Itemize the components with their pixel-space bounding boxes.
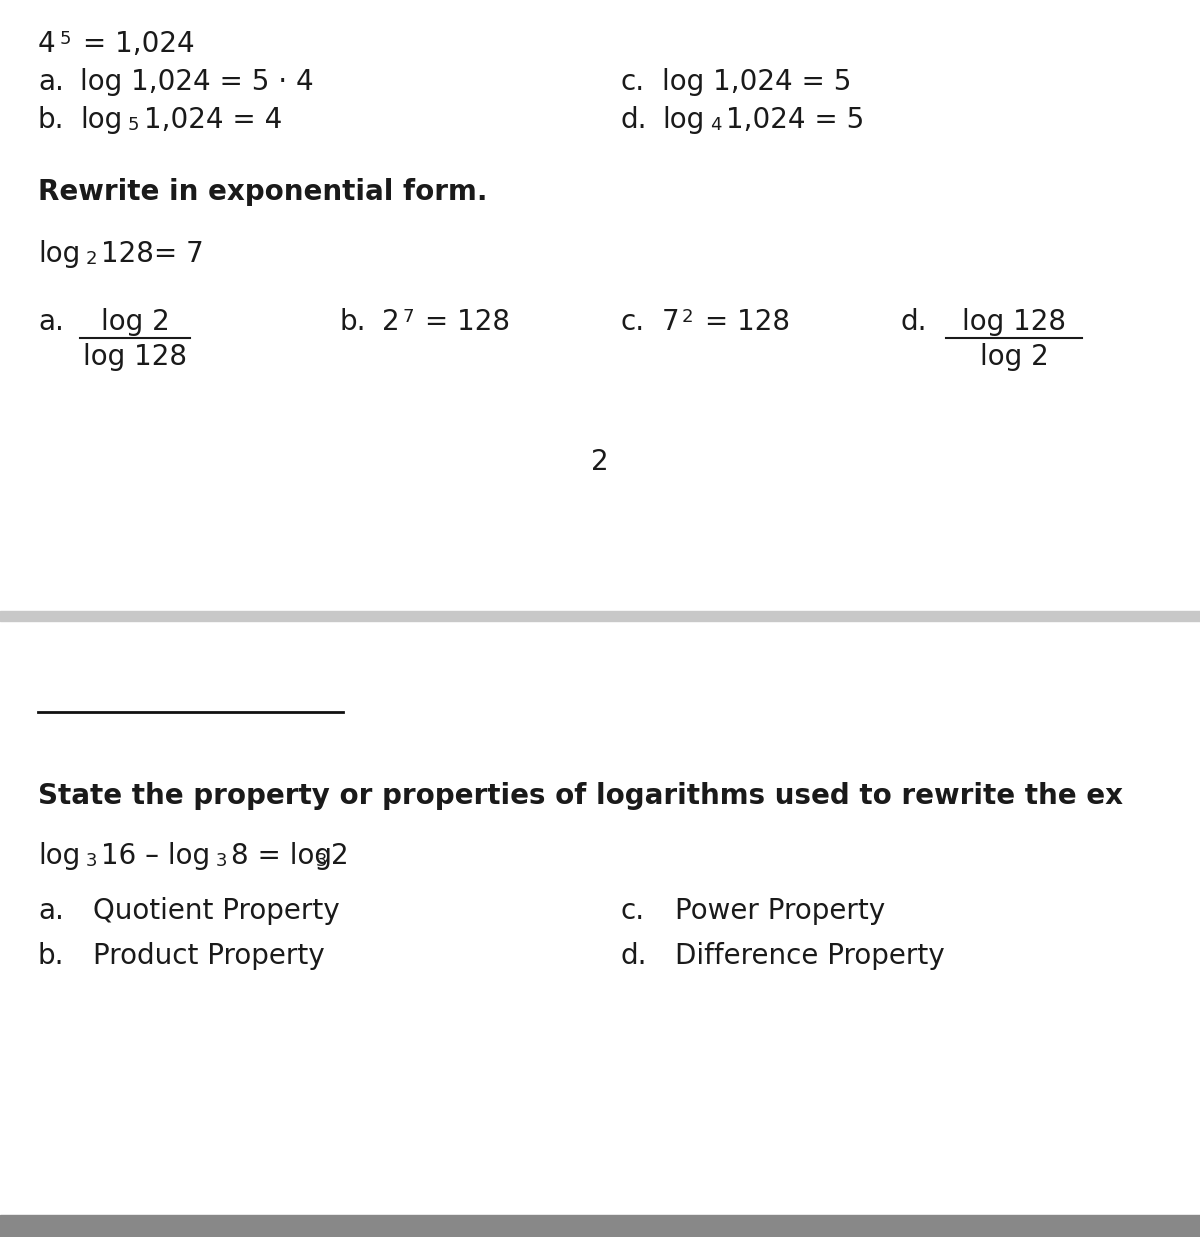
Text: a.: a. <box>38 68 64 96</box>
Text: Quotient Property: Quotient Property <box>94 897 340 925</box>
Text: log 2: log 2 <box>979 343 1049 371</box>
Text: 2: 2 <box>331 842 349 870</box>
Text: 1,024 = 4: 1,024 = 4 <box>144 106 282 134</box>
Text: log 1,024 = 5 · 4: log 1,024 = 5 · 4 <box>80 68 313 96</box>
Text: b.: b. <box>38 106 65 134</box>
Text: 3: 3 <box>86 852 97 870</box>
Text: 16 – log: 16 – log <box>101 842 210 870</box>
Text: log: log <box>38 842 80 870</box>
Text: 4: 4 <box>710 116 721 134</box>
Text: Rewrite in exponential form.: Rewrite in exponential form. <box>38 178 487 207</box>
Text: Power Property: Power Property <box>674 897 886 925</box>
Text: b.: b. <box>340 308 366 336</box>
Text: 8 = log: 8 = log <box>230 842 332 870</box>
Text: a.: a. <box>38 308 64 336</box>
Text: 4: 4 <box>38 30 55 58</box>
Text: 3: 3 <box>216 852 228 870</box>
Text: log: log <box>38 240 80 268</box>
Text: 7: 7 <box>402 308 414 327</box>
Text: 2: 2 <box>382 308 400 336</box>
Text: log: log <box>80 106 122 134</box>
Text: d.: d. <box>620 943 647 970</box>
Text: Product Property: Product Property <box>94 943 325 970</box>
Text: log: log <box>662 106 704 134</box>
Text: c.: c. <box>620 308 644 336</box>
Text: log 128: log 128 <box>83 343 187 371</box>
Text: 2: 2 <box>682 308 694 327</box>
Text: = 1,024: = 1,024 <box>74 30 194 58</box>
Text: d.: d. <box>620 106 647 134</box>
Text: = 128: = 128 <box>696 308 790 336</box>
Text: 3: 3 <box>316 852 328 870</box>
Text: log 1,024 = 5: log 1,024 = 5 <box>662 68 851 96</box>
Text: 5: 5 <box>60 30 72 48</box>
Text: a.: a. <box>38 897 64 925</box>
Text: 7: 7 <box>662 308 679 336</box>
Text: State the property or properties of logarithms used to rewrite the ex: State the property or properties of loga… <box>38 782 1123 810</box>
Text: Difference Property: Difference Property <box>674 943 944 970</box>
Text: 1,024 = 5: 1,024 = 5 <box>726 106 864 134</box>
Text: log 128: log 128 <box>962 308 1066 336</box>
Bar <box>0 611 1200 621</box>
Text: b.: b. <box>38 943 65 970</box>
Text: 2: 2 <box>592 448 608 476</box>
Text: log 2: log 2 <box>101 308 169 336</box>
Text: 2: 2 <box>86 250 97 268</box>
Text: 128= 7: 128= 7 <box>101 240 204 268</box>
Text: 5: 5 <box>128 116 139 134</box>
Text: d.: d. <box>900 308 926 336</box>
Text: c.: c. <box>620 897 644 925</box>
Text: = 128: = 128 <box>416 308 510 336</box>
Text: c.: c. <box>620 68 644 96</box>
Bar <box>0 1215 1200 1237</box>
